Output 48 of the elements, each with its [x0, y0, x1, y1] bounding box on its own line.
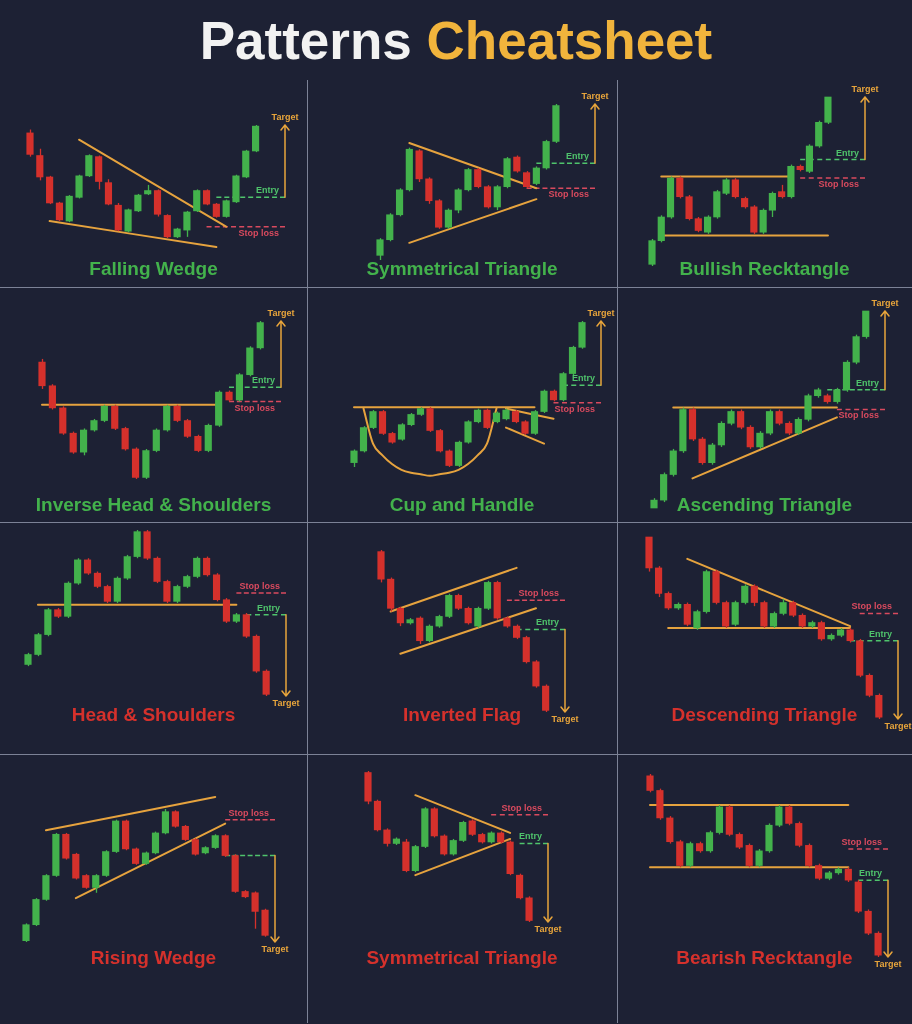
text: Target — [267, 307, 295, 318]
series-label: Stop loss — [851, 601, 892, 612]
text: Head & Shoulders — [71, 704, 236, 725]
text: Target — [534, 923, 562, 934]
series-label: Stop loss — [234, 402, 275, 413]
text: Patterns Cheatsheet — [199, 9, 713, 71]
text: Symmetrical Triangle — [365, 258, 559, 281]
series-label: Stop loss — [838, 410, 879, 421]
text: Target — [261, 943, 289, 954]
series-label: Stop loss — [238, 227, 279, 238]
text: Target — [871, 297, 899, 308]
text: Target — [874, 958, 902, 969]
series-label: Stop loss — [548, 189, 589, 200]
series-label: Entry — [571, 373, 595, 384]
series-label: Entry — [868, 628, 892, 639]
series-label: Stop loss — [841, 837, 882, 848]
text: Target — [271, 111, 299, 122]
series-label: Entry — [256, 602, 280, 613]
series-label: Entry — [565, 151, 589, 162]
series-label: Stop loss — [239, 581, 280, 592]
text: Rising Wedge — [90, 947, 217, 968]
text: Ascending Triangle — [675, 494, 854, 517]
text: Descending Triangle — [671, 704, 858, 725]
series-label: Entry — [535, 617, 559, 628]
series-label: Entry — [855, 377, 879, 388]
text: Target — [272, 697, 300, 708]
text: Target — [851, 83, 879, 94]
series-label: Stop loss — [554, 403, 595, 414]
text: Target — [581, 90, 609, 101]
series-label: Stop loss — [228, 807, 269, 818]
text: Symmetrical Triangle — [365, 947, 559, 970]
series-label: Stop loss — [518, 588, 559, 599]
text: Inverted Flag — [402, 704, 522, 725]
text: Target — [551, 713, 579, 724]
text: Falling Wedge — [88, 258, 219, 281]
text: Inverse Head & Shoulders — [34, 494, 273, 517]
series-label: Stop loss — [501, 802, 542, 813]
text: Bearish Recktangle — [676, 947, 853, 968]
text: Cup and Handle — [388, 494, 536, 517]
series-label: Entry — [518, 831, 542, 842]
text: Target — [587, 307, 615, 318]
series-label: Entry — [251, 375, 275, 386]
series-label: Entry — [255, 185, 279, 196]
text: Bullish Recktangle — [678, 258, 851, 281]
text: Target — [884, 720, 912, 731]
series-label: Entry — [858, 868, 882, 879]
series-label: Stop loss — [818, 179, 859, 190]
series-label: Entry — [835, 147, 859, 158]
